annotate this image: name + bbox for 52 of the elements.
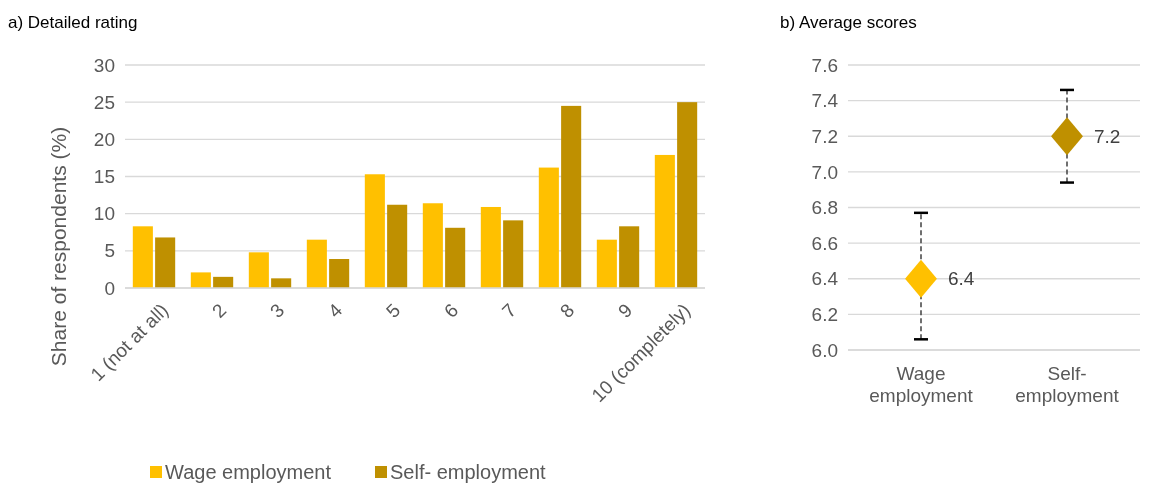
bar (677, 102, 698, 288)
y-tick-label: 25 (93, 91, 115, 113)
chart-title: b) Average scores (780, 13, 917, 32)
bar (538, 167, 559, 288)
y-tick-label: 15 (93, 166, 115, 188)
y-tick-label: 7.4 (811, 90, 839, 112)
bar (248, 252, 269, 288)
y-tick-label: 20 (93, 128, 115, 150)
y-axis-title: Share of respondents (%) (47, 126, 70, 367)
y-tick-label: 7.2 (811, 125, 838, 147)
y-tick-label: 30 (93, 54, 115, 76)
y-tick-label: 6.6 (811, 232, 838, 254)
x-tick-label: 5 (381, 299, 405, 322)
y-tick-label: 6.0 (811, 339, 838, 361)
y-tick-label: 7.0 (811, 161, 838, 183)
x-tick-label: Self- employment (1015, 363, 1120, 406)
y-tick-label: 7.6 (811, 54, 838, 76)
bar (387, 204, 408, 288)
bar (306, 239, 327, 288)
bar (364, 174, 385, 288)
bar (596, 239, 617, 288)
bar (132, 226, 153, 288)
bar (654, 154, 675, 288)
bar (329, 259, 350, 288)
y-tick-label: 6.2 (811, 304, 838, 326)
legend-label: Wage employment (165, 461, 332, 483)
data-label: 7.2 (1094, 125, 1121, 147)
bar (445, 227, 466, 288)
x-tick-label: 4 (323, 299, 347, 322)
chart-title: a) Detailed rating (8, 13, 138, 32)
y-tick-label: 10 (93, 203, 115, 225)
x-tick-label: 8 (555, 299, 579, 322)
data-label: 6.4 (948, 268, 975, 290)
x-tick-label: Wage employment (869, 363, 974, 406)
bar (155, 237, 176, 288)
bar (503, 220, 524, 288)
y-tick-label: 0 (104, 277, 115, 299)
bar (619, 226, 640, 288)
legend-label: Self- employment (390, 461, 547, 483)
y-tick-label: 6.8 (811, 197, 838, 219)
bar (271, 278, 292, 288)
x-tick-label: 7 (497, 299, 521, 322)
bar (422, 203, 443, 288)
x-tick-label: 3 (265, 299, 289, 322)
bar (561, 105, 582, 288)
y-tick-label: 6.4 (811, 268, 839, 290)
x-tick-label: 1 (not at all) (86, 299, 173, 386)
x-tick-label: 2 (207, 299, 231, 322)
y-tick-label: 5 (104, 240, 115, 262)
bar (190, 272, 211, 288)
bar (480, 206, 501, 288)
x-tick-label: 6 (439, 299, 463, 322)
